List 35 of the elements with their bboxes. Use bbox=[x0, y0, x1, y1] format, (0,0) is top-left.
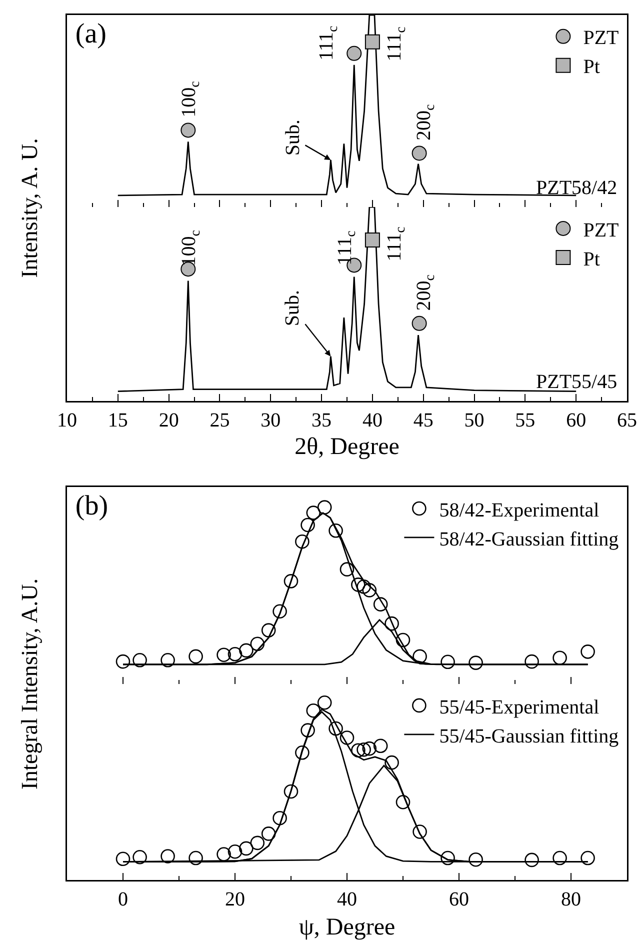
y-axis-title: Intensity, A. U. bbox=[17, 138, 43, 278]
legend-label: PZT bbox=[583, 27, 619, 50]
chart-title: (a) bbox=[75, 18, 106, 50]
annotation: Sub. bbox=[281, 290, 304, 326]
x-tick-label: 40 bbox=[362, 410, 382, 432]
annotation: PZT58/42 bbox=[536, 177, 618, 199]
legend-label: Pt bbox=[583, 56, 600, 78]
x-tick-label: 10 bbox=[57, 410, 77, 432]
x-tick-label: 65 bbox=[617, 410, 637, 432]
legend-label: 58/42-Experimental bbox=[439, 499, 600, 522]
x-tick-label: 60 bbox=[449, 888, 469, 910]
annotation: Sub. bbox=[282, 120, 304, 156]
x-tick-label: 15 bbox=[108, 410, 128, 432]
x-tick-label: 20 bbox=[225, 888, 245, 910]
x-tick-label: 0 bbox=[118, 888, 128, 910]
x-tick-label: 45 bbox=[413, 410, 434, 432]
x-tick-label: 40 bbox=[337, 888, 357, 910]
x-tick-label: 20 bbox=[158, 410, 179, 432]
x-tick-label: 30 bbox=[260, 410, 281, 432]
x-axis-title: 2θ, Degree bbox=[294, 434, 400, 460]
legend-label: 55/45-Experimental bbox=[439, 696, 600, 718]
x-tick-label: 60 bbox=[566, 410, 586, 432]
legend-label: Pt bbox=[583, 248, 600, 270]
legend-label: 55/45-Gaussian fitting bbox=[439, 725, 619, 748]
x-tick-label: 35 bbox=[312, 410, 332, 432]
x-axis-title: ψ, Degree bbox=[298, 914, 396, 941]
legend-label: PZT bbox=[583, 219, 619, 242]
x-tick-label: 50 bbox=[464, 410, 484, 432]
chart-title: (b) bbox=[75, 490, 108, 522]
y-axis-title: Integral Intensity, A.U. bbox=[17, 578, 43, 790]
x-tick-label: 25 bbox=[210, 410, 230, 432]
annotation: PZT55/45 bbox=[536, 371, 618, 393]
legend-label: 58/42-Gaussian fitting bbox=[439, 528, 619, 550]
x-tick-label: 80 bbox=[561, 888, 581, 910]
x-tick-label: 55 bbox=[515, 410, 536, 432]
